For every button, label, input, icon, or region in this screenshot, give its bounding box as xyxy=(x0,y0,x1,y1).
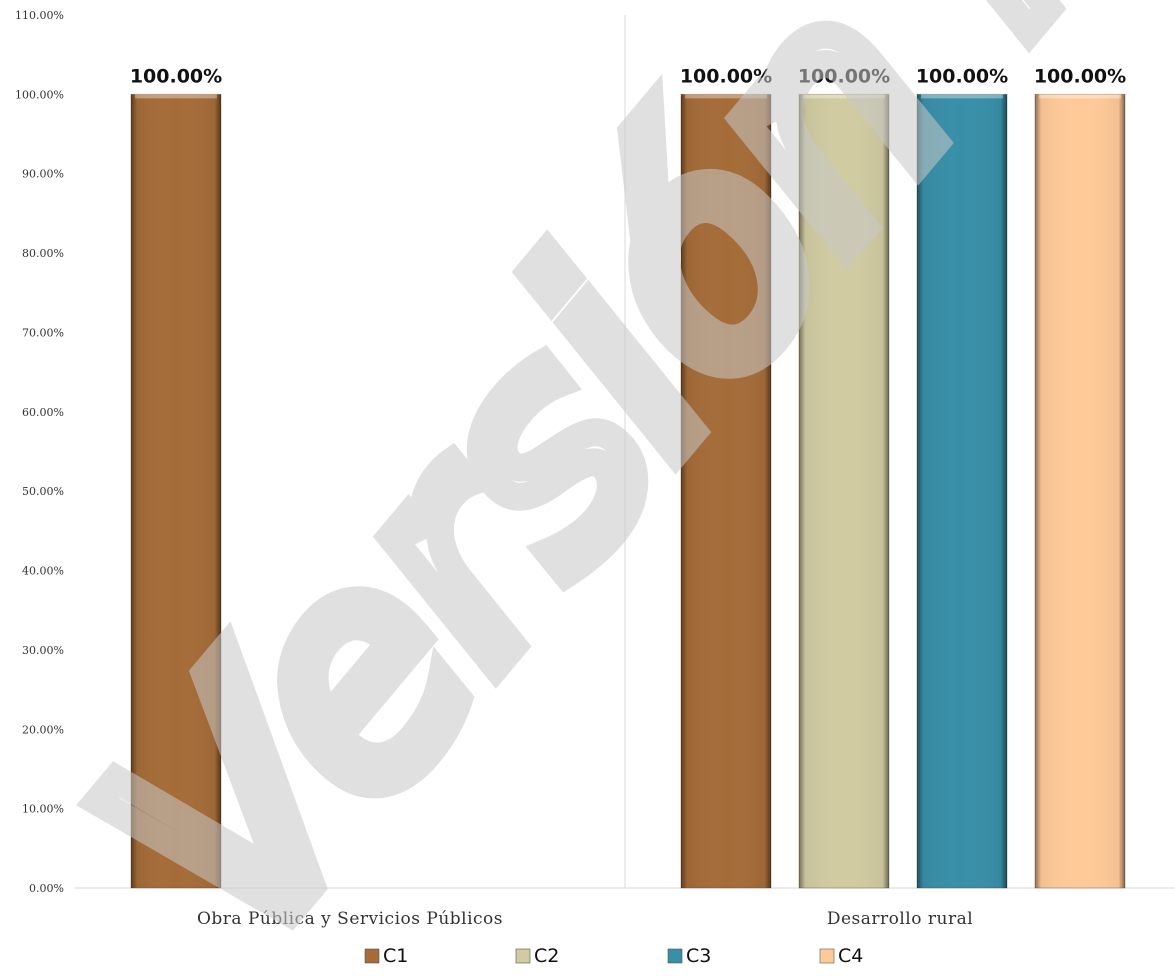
bar-layer xyxy=(130,93,1126,889)
data-label: 100.00% xyxy=(798,65,890,87)
bar-highlight xyxy=(135,94,217,99)
y-tick-label: 0.00% xyxy=(29,882,64,895)
data-label-layer: 100.00% 100.00% 100.00% 100.00% 100.00% xyxy=(130,65,1126,87)
y-tick-label: 70.00% xyxy=(22,326,64,339)
y-tick-label: 50.00% xyxy=(22,485,64,498)
legend: C1 C2 C3 C4 xyxy=(364,945,863,967)
x-category-label: Obra Pública y Servicios Públicos xyxy=(197,909,503,929)
legend-label-c2: C2 xyxy=(534,945,559,967)
bar-shading xyxy=(681,94,771,888)
bar-highlight xyxy=(803,94,885,99)
y-tick-label: 60.00% xyxy=(22,406,64,419)
data-label: 100.00% xyxy=(680,65,772,87)
bar-shading xyxy=(131,94,221,888)
axis-layer: 0.00% 10.00% 20.00% 30.00% 40.00% 50.00% 60.00… xyxy=(15,9,1175,929)
legend-label-c1: C1 xyxy=(383,945,408,967)
y-tick-label: 20.00% xyxy=(22,723,64,736)
x-category-label: Desarrollo rural xyxy=(827,909,973,929)
bar-shading xyxy=(1035,94,1125,888)
y-tick-label: 90.00% xyxy=(22,168,64,181)
bar-highlight xyxy=(1039,94,1121,99)
legend-swatch-c1 xyxy=(364,948,380,964)
bar-highlight xyxy=(685,94,767,99)
bar-shading xyxy=(799,94,889,888)
data-label: 100.00% xyxy=(130,65,222,87)
y-tick-label: 110.00% xyxy=(15,9,64,22)
y-tick-label: 80.00% xyxy=(22,247,64,260)
bar-highlight xyxy=(921,94,1003,99)
bar-shading xyxy=(917,94,1007,888)
legend-swatch-c2 xyxy=(515,948,531,964)
legend-swatch-c3 xyxy=(667,948,683,964)
data-label: 100.00% xyxy=(1034,65,1126,87)
legend-swatch-c4 xyxy=(819,948,835,964)
legend-label-c4: C4 xyxy=(838,945,863,967)
y-tick-label: 40.00% xyxy=(22,565,64,578)
data-label: 100.00% xyxy=(916,65,1008,87)
y-tick-label: 10.00% xyxy=(22,803,64,816)
y-tick-label: 100.00% xyxy=(15,88,64,101)
legend-label-c3: C3 xyxy=(686,945,711,967)
y-tick-label: 30.00% xyxy=(22,644,64,657)
